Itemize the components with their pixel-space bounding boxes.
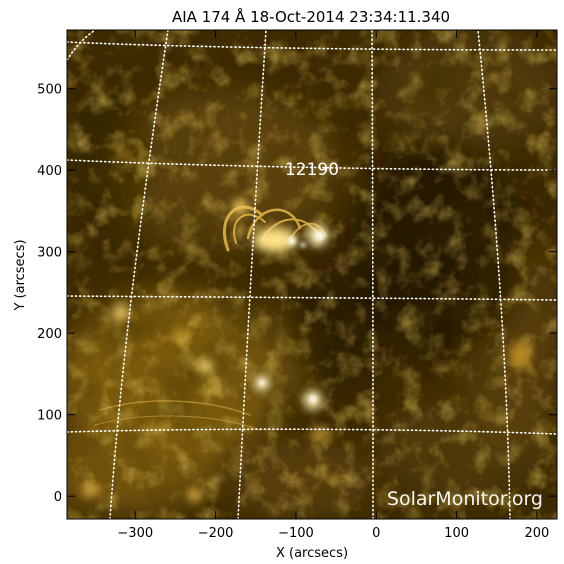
y-tick-label: 200 <box>37 327 62 342</box>
grid-longitude-line <box>237 30 267 519</box>
region-label: 12190 <box>285 160 339 180</box>
plot-frame <box>66 29 558 520</box>
grid-latitude-line <box>67 159 557 171</box>
solar-image: 12190 SolarMonitor.org <box>67 30 557 519</box>
bright-points <box>82 150 530 501</box>
y-axis-ticks: 0 100 200 300 400 500 <box>37 83 557 505</box>
bright-cores <box>259 232 324 403</box>
x-axis-ticks: −300 −200 −100 0 100 200 <box>117 30 549 541</box>
grid-limb-line <box>67 30 96 61</box>
x-axis-label: X (arcsecs) <box>276 546 348 561</box>
y-tick-label: 500 <box>37 83 62 98</box>
heliographic-grid <box>67 30 557 519</box>
grid-latitude-line <box>67 428 557 435</box>
watermark: SolarMonitor.org <box>387 488 543 510</box>
grid-longitude-line <box>477 30 511 519</box>
x-tick-label: 0 <box>372 526 380 541</box>
x-tick-label: 100 <box>444 526 469 541</box>
x-tick-label: −200 <box>198 526 234 541</box>
x-tick-label: −100 <box>278 526 314 541</box>
dark-texture <box>67 30 557 519</box>
grid-longitude-line <box>109 30 169 519</box>
active-region-loops <box>94 205 327 431</box>
grid-latitude-line <box>67 41 557 51</box>
figure-title: AIA 174 Å 18-Oct-2014 23:34:11.340 <box>172 7 450 26</box>
y-tick-label: 300 <box>37 246 62 261</box>
y-tick-label: 100 <box>37 409 62 424</box>
y-tick-label: 0 <box>54 490 62 505</box>
grid-longitude-line <box>371 30 374 519</box>
y-axis-label: Y (arcsecs) <box>13 239 28 311</box>
grid-latitude-line <box>67 295 557 301</box>
y-tick-label: 400 <box>37 164 62 179</box>
x-tick-label: 200 <box>525 526 550 541</box>
x-tick-label: −300 <box>117 526 153 541</box>
